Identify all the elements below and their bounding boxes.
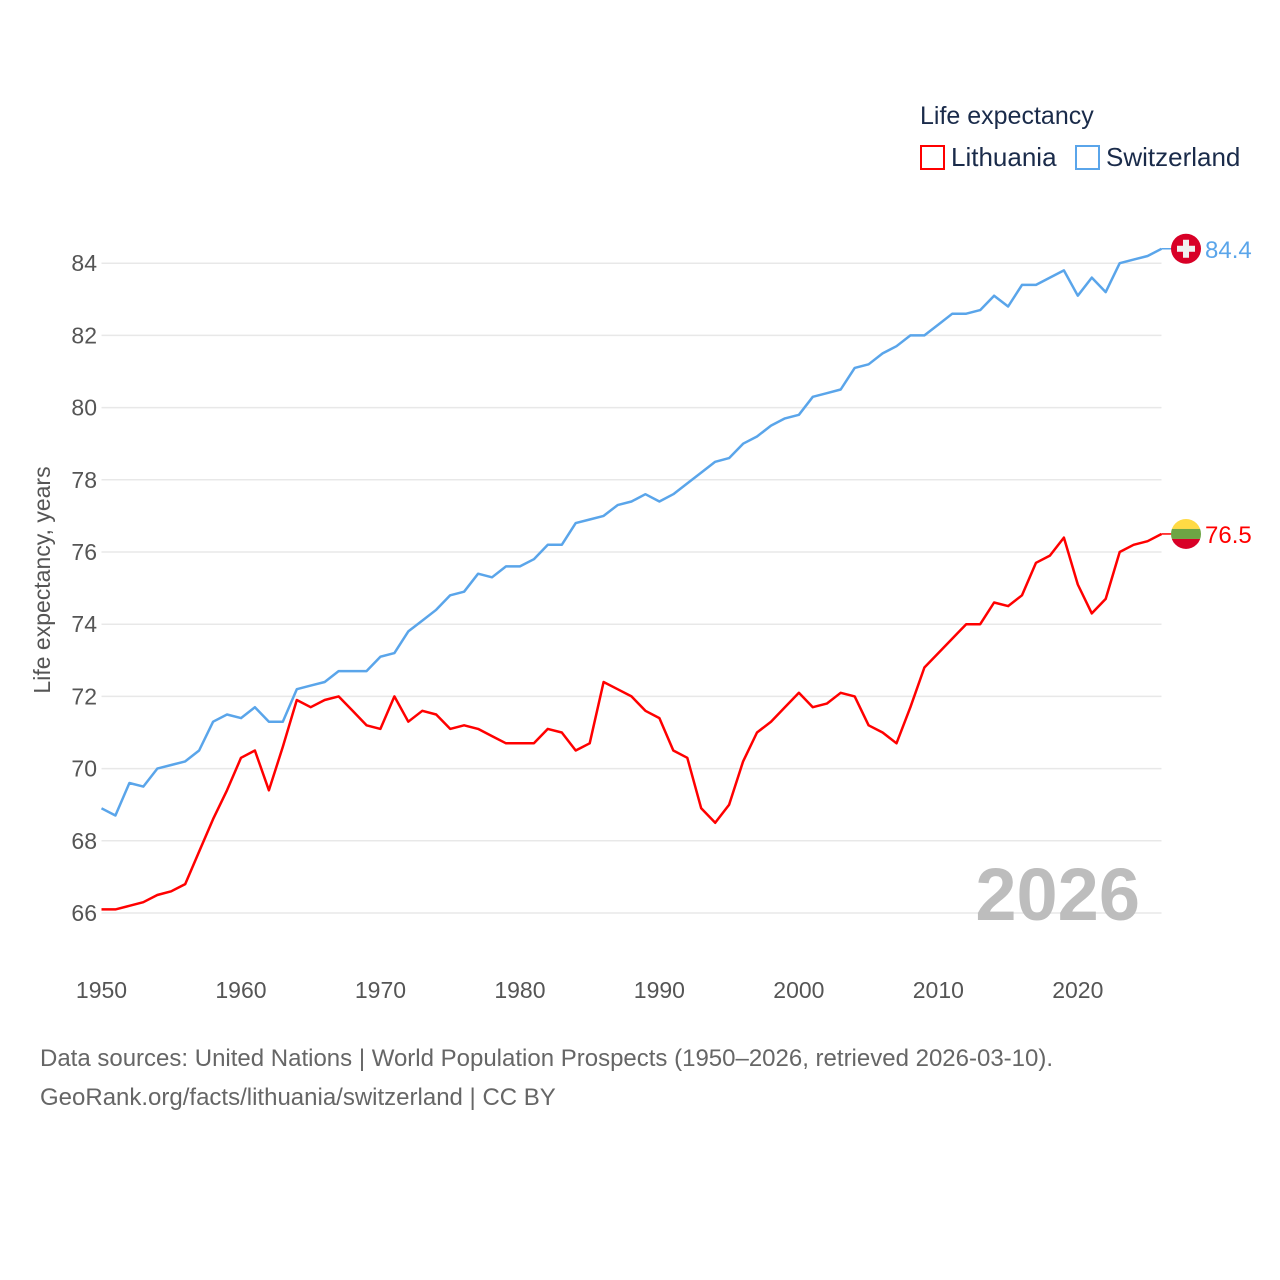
x-tick-label: 1950 <box>76 977 127 1003</box>
y-tick-label: 78 <box>71 467 97 493</box>
footer-source: Data sources: United Nations | World Pop… <box>40 1045 1054 1072</box>
x-tick-label: 1990 <box>634 977 685 1003</box>
x-tick-label: 2010 <box>913 977 964 1003</box>
legend-label-lithuania[interactable]: Lithuania <box>951 142 1057 172</box>
legend-swatch-lithuania[interactable] <box>920 145 945 170</box>
end-value-label: 76.5 <box>1205 522 1252 549</box>
switzerland-flag-icon <box>1171 233 1201 264</box>
series-lines <box>100 247 1163 911</box>
x-tick-label: 2000 <box>773 977 824 1003</box>
footer-link[interactable]: GeoRank.org/facts/lithuania/switzerland … <box>40 1084 556 1111</box>
x-tick-label: 1980 <box>494 977 545 1003</box>
legend: Life expectancy Lithuania Switzerland <box>920 102 1240 172</box>
legend-swatch-switzerland[interactable] <box>1075 145 1100 170</box>
legend-title: Life expectancy <box>920 102 1094 130</box>
x-tick-label: 2020 <box>1052 977 1103 1003</box>
series-line-lithuania[interactable] <box>101 532 1163 911</box>
y-tick-label: 82 <box>71 322 97 348</box>
y-tick-label: 70 <box>71 756 97 782</box>
series-end-markers: 76.5 84.4 <box>1161 233 1252 549</box>
x-tick-label: 1970 <box>355 977 406 1003</box>
y-tick-label: 66 <box>71 900 97 926</box>
y-tick-label: 84 <box>71 250 97 276</box>
lithuania-flag-icon <box>1171 518 1201 549</box>
y-tick-label: 80 <box>71 395 97 421</box>
series-line-switzerland[interactable] <box>100 247 1163 817</box>
legend-label-switzerland[interactable]: Switzerland <box>1106 142 1240 172</box>
grid-lines <box>101 262 1162 914</box>
x-axis-ticks: 1950 1960 1970 1980 1990 2000 2010 2020 <box>76 977 1103 1003</box>
end-value-label: 84.4 <box>1205 237 1252 264</box>
y-tick-label: 74 <box>71 611 97 637</box>
y-axis-label: Life expectancy, years <box>29 466 55 693</box>
y-tick-label: 68 <box>71 828 97 854</box>
y-tick-label: 72 <box>71 683 97 709</box>
y-tick-label: 76 <box>71 539 97 565</box>
year-watermark: 2026 <box>975 853 1140 936</box>
x-tick-label: 1960 <box>215 977 266 1003</box>
y-axis-ticks: 66 68 70 72 74 76 78 80 82 84 <box>71 250 97 926</box>
